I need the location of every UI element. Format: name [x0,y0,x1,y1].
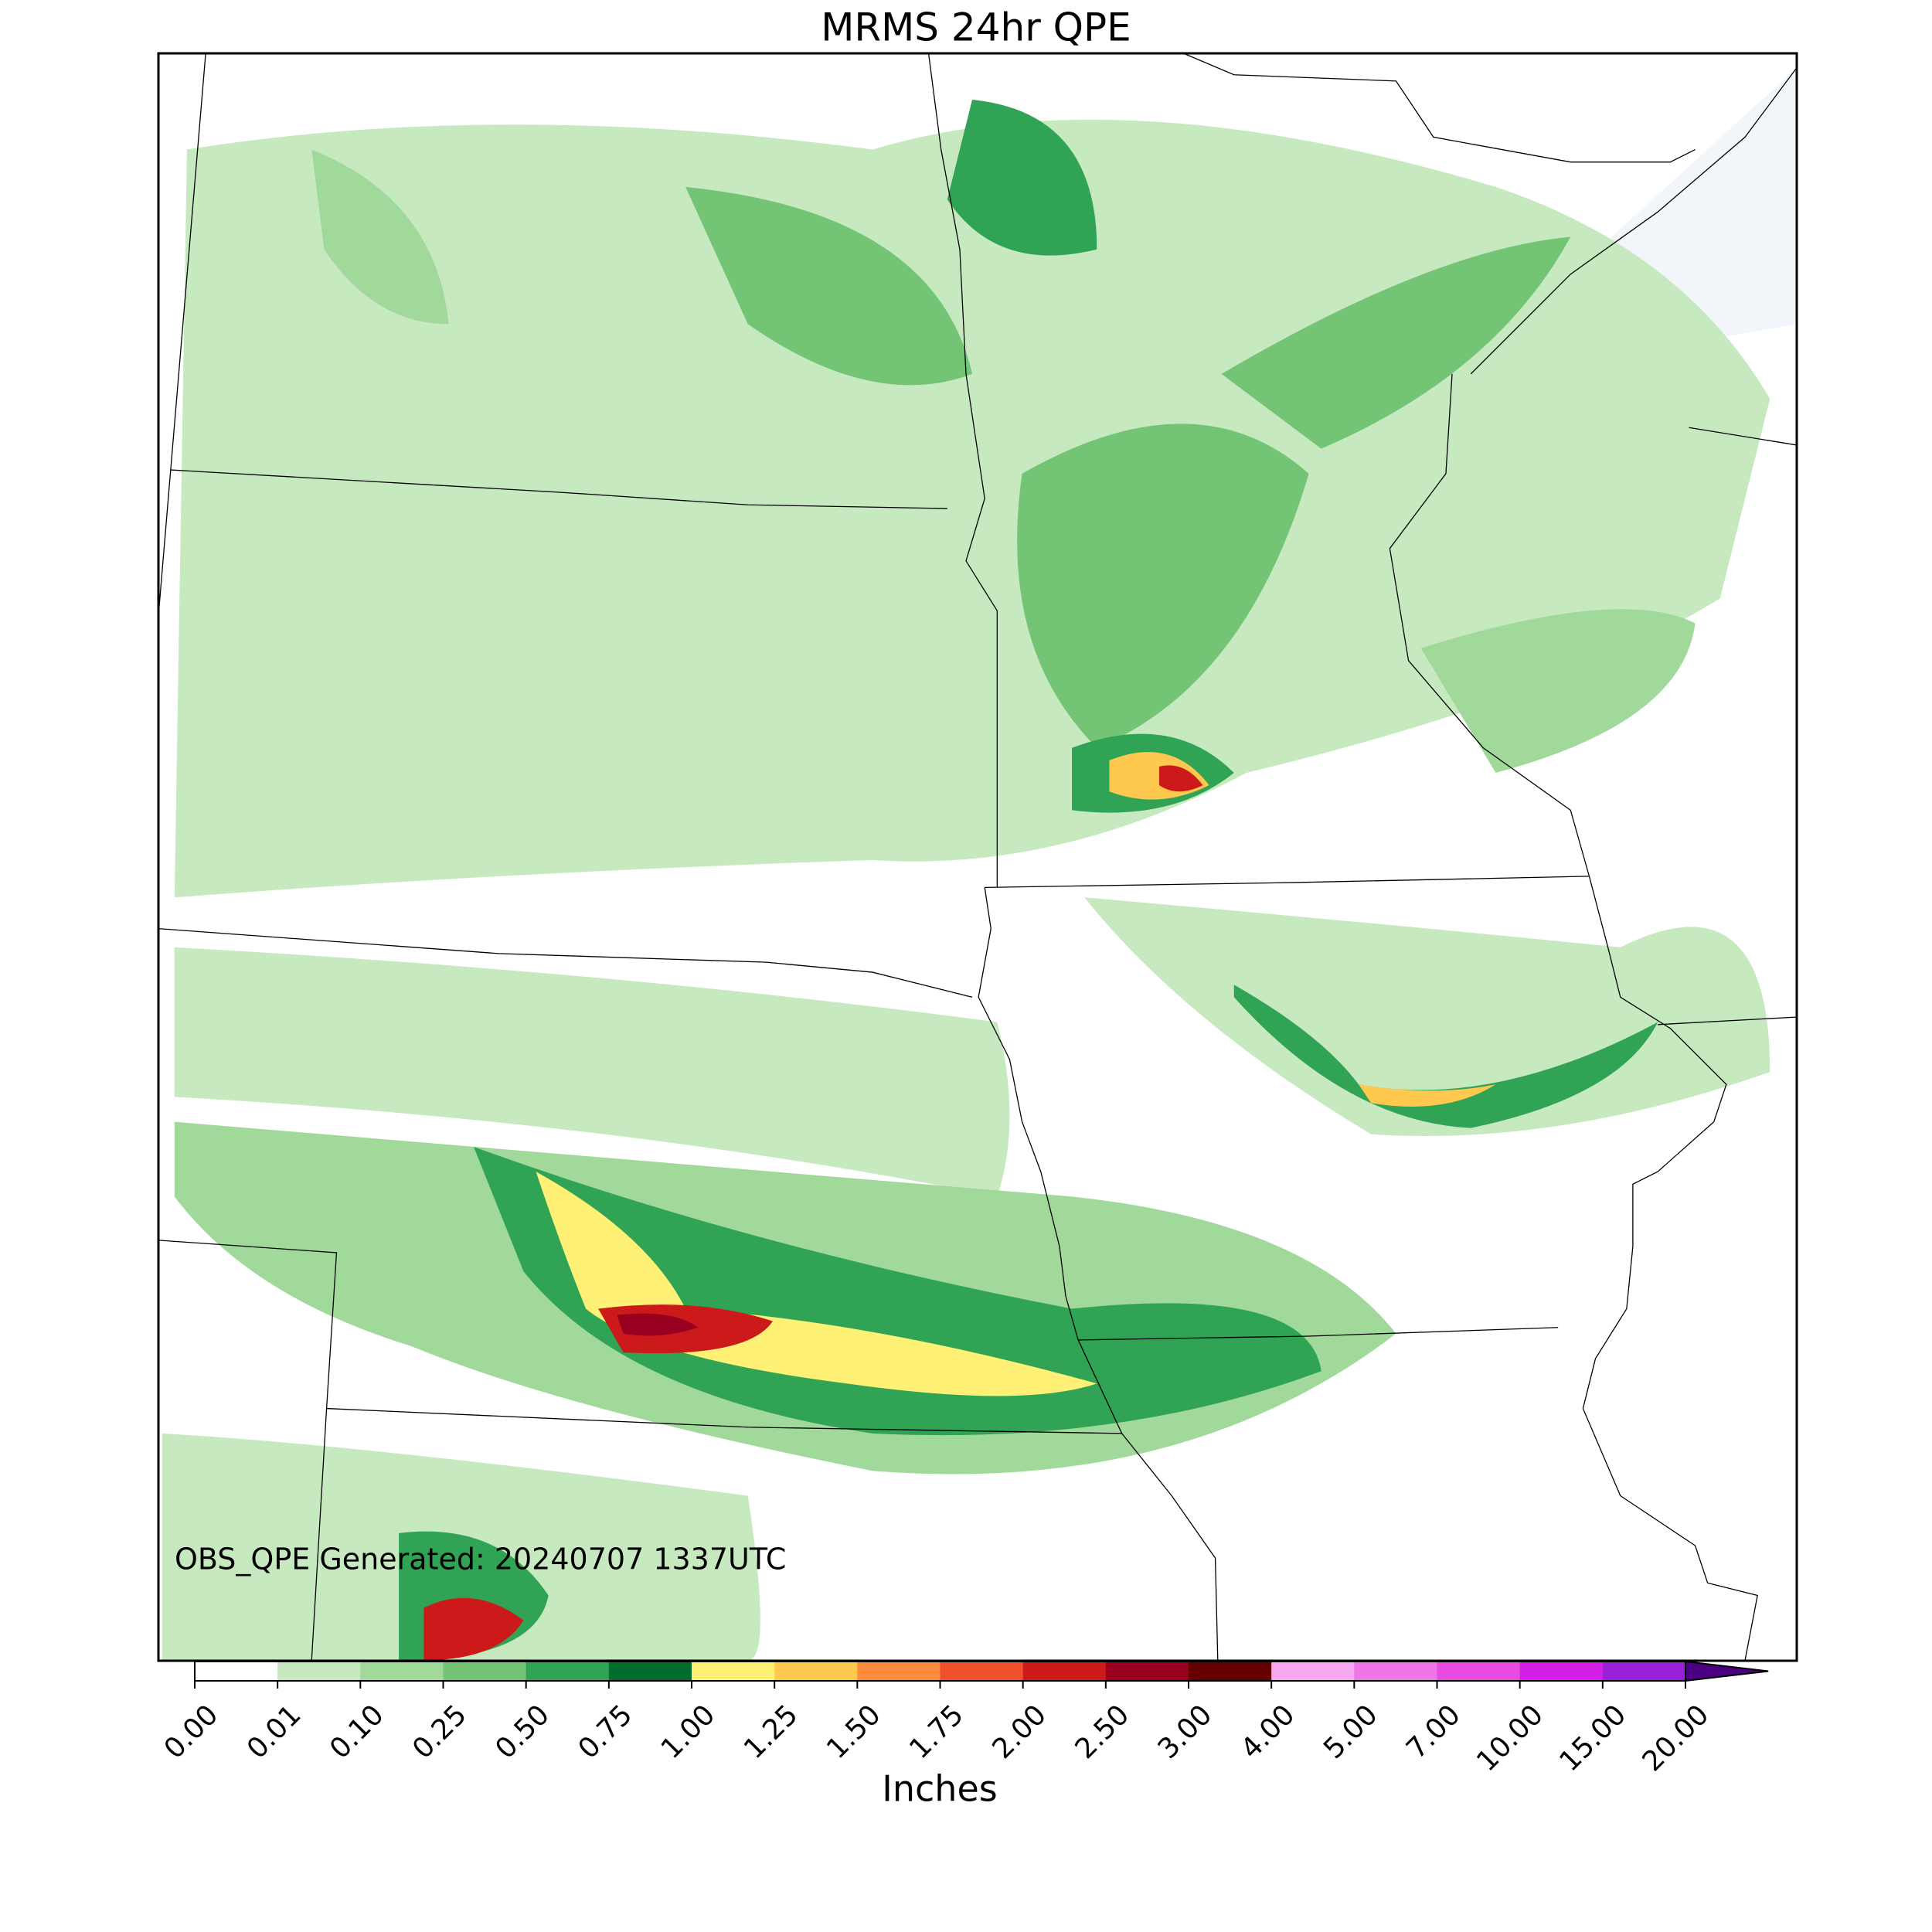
colorbar-segment [277,1662,361,1681]
colorbar-tick-label: 0.75 [573,1699,639,1765]
colorbar-tick-label: 2.00 [986,1699,1053,1765]
colorbar-segment [1519,1662,1604,1681]
state-borders [158,53,1797,1661]
colorbar-segment [1189,1662,1272,1681]
annotation: OBS_QPE Generated: 20240707 1337UTC [175,1543,786,1577]
colorbar: 0.00 0.01 0.10 0.25 0.50 0.75 1.00 1.25 1.50 1.75… [158,1660,1769,1777]
colorbar-tick-label: 1.00 [655,1699,722,1765]
colorbar-segment [1602,1662,1686,1681]
colorbar-segment [195,1662,278,1681]
colorbar-segment [692,1662,775,1681]
colorbar-segment [360,1662,444,1681]
colorbar-tick-label: 1.50 [821,1699,887,1765]
colorbar-segment [443,1662,527,1681]
colorbar-tick-label: 0.01 [241,1699,308,1765]
colorbar-tick-label: 0.25 [406,1699,473,1765]
colorbar-tick-label: 1.25 [738,1699,804,1765]
colorbar-segment [1271,1662,1355,1681]
colorbar-tick-label: 0.00 [158,1699,225,1765]
colorbar-segment [857,1662,940,1681]
colorbar-tick-label: 2.50 [1070,1699,1136,1765]
colorbar-segment [1354,1662,1437,1681]
colorbar-segment [526,1662,610,1681]
colorbar-tick-label: 1.75 [903,1699,970,1765]
colorbar-extension [1685,1660,1769,1682]
precip-field [162,68,1797,1661]
colorbar-tick-label: 5.00 [1318,1699,1384,1765]
colorbar-segment [940,1662,1024,1681]
colorbar-tick-label: 0.10 [324,1699,390,1765]
colorbar-label: Inches [882,1768,997,1810]
colorbar-tick-label: 10.00 [1471,1699,1549,1777]
colorbar-segment [774,1662,858,1681]
colorbar-segment [1437,1662,1521,1681]
colorbar-segment [1022,1662,1107,1681]
colorbar-segment [1105,1662,1189,1681]
colorbar-tick-label: 20.00 [1637,1699,1716,1777]
colorbar-tick-label: 0.50 [489,1699,556,1765]
colorbar-tick-label: 4.00 [1235,1699,1301,1765]
colorbar-tick-label: 3.00 [1152,1699,1219,1765]
colorbar-segment [608,1662,692,1681]
colorbar-tick-label: 15.00 [1553,1699,1632,1777]
map [158,53,1797,1661]
map-title: MRMS 24hr QPE [821,5,1131,50]
colorbar-tick-label: 7.00 [1400,1699,1467,1765]
